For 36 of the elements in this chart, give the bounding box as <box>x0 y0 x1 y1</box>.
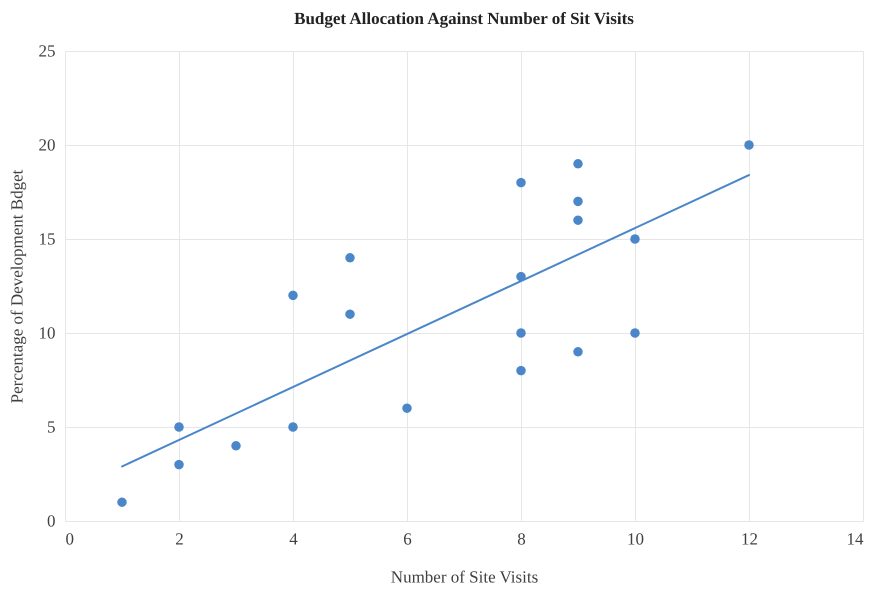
x-tick-label: 14 <box>846 530 864 548</box>
point <box>573 196 583 206</box>
x-tick-label: 8 <box>517 530 526 548</box>
x-tick-label: 12 <box>741 530 758 548</box>
point <box>573 215 583 225</box>
point <box>744 140 754 150</box>
point <box>630 328 640 338</box>
point <box>117 497 127 507</box>
x-axis-title: Number of Site Visits <box>390 568 538 586</box>
y-tick-label: 15 <box>38 230 56 248</box>
point <box>345 253 355 263</box>
x-tick-label: 10 <box>627 530 644 548</box>
x-tick-label: 6 <box>403 530 412 548</box>
point <box>573 347 583 357</box>
point <box>345 309 355 319</box>
y-tick-label: 20 <box>38 136 56 154</box>
point <box>516 328 526 338</box>
point <box>288 422 298 432</box>
chart-title: Budget Allocation Against Number of Sit Visits <box>294 9 634 28</box>
point <box>573 159 583 169</box>
x-tick-label: 0 <box>66 530 74 548</box>
point <box>630 234 640 244</box>
point <box>174 460 184 470</box>
point <box>231 441 241 451</box>
point <box>402 403 412 413</box>
y-tick-label: 25 <box>38 42 56 60</box>
y-tick-label: 10 <box>38 324 56 342</box>
y-tick-label: 0 <box>47 512 56 530</box>
point <box>174 422 184 432</box>
y-tick-label: 5 <box>47 418 56 436</box>
point <box>288 290 298 300</box>
y-axis-title: Percentage of Development Bdget <box>8 169 26 404</box>
x-tick-label: 4 <box>289 530 298 548</box>
point <box>516 178 526 188</box>
x-tick-label: 2 <box>175 530 184 548</box>
point <box>516 366 526 376</box>
